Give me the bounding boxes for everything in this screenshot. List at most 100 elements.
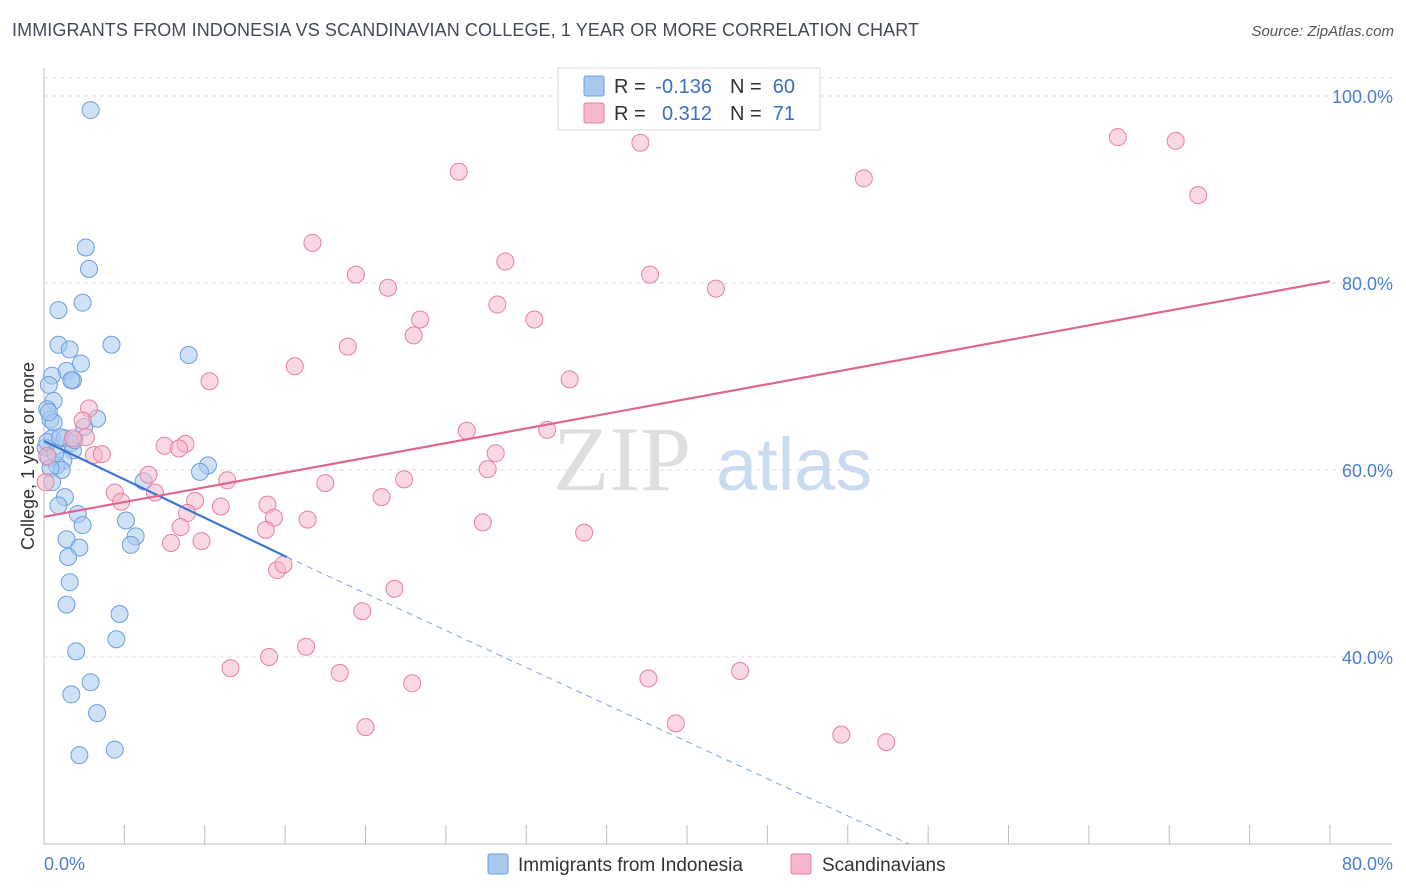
scandinavians-point	[297, 637, 316, 656]
legend-n-label-indonesia: N =	[730, 76, 762, 98]
y-axis-tick-labels: 40.0% 60.0% 80.0% 100.0%	[1332, 87, 1393, 668]
indonesia-point	[67, 642, 86, 661]
legend-n-value-indonesia: 60	[773, 76, 795, 98]
y-tick-label: 80.0%	[1342, 274, 1393, 294]
series-legend: Immigrants from Indonesia Scandinavians	[487, 853, 946, 876]
legend-swatch-scandinavians	[583, 102, 605, 124]
stats-legend: R = -0.136 N = 60 R = 0.312 N = 71	[557, 67, 821, 131]
indonesia-point	[110, 605, 129, 624]
scandinavians-point	[139, 465, 158, 484]
scandinavians-point	[221, 659, 240, 678]
indonesia-point	[102, 335, 121, 354]
indonesia-point	[81, 101, 100, 120]
scandinavians-point	[641, 265, 660, 284]
scandinavians-point	[385, 579, 404, 598]
scandinavians-point	[211, 497, 230, 516]
scandinavians-point	[395, 470, 414, 489]
scandinavians-point	[832, 725, 851, 744]
indonesia-point	[39, 375, 58, 394]
scandinavians-point	[330, 663, 349, 682]
scandinavians-point	[631, 133, 650, 152]
indonesia-point	[60, 340, 79, 359]
indonesia-point	[179, 346, 198, 365]
y-tick-label: 100.0%	[1332, 87, 1393, 107]
scandinavians-point	[525, 310, 544, 329]
scandinavians-point	[92, 445, 111, 464]
source-credit: Source: ZipAtlas.com	[1251, 23, 1394, 40]
scandinavians-point	[192, 532, 211, 551]
legend-r-value-indonesia: -0.136	[655, 76, 712, 98]
indonesia-point	[49, 301, 68, 320]
scandinavians-point	[496, 252, 515, 271]
series-legend-label-scandinavians: Scandinavians	[822, 855, 946, 876]
scandinavians-point	[1189, 186, 1208, 205]
scandinavians-point	[379, 278, 398, 297]
indonesia-point	[39, 403, 58, 422]
indonesia-point	[60, 573, 79, 592]
indonesia-point	[73, 293, 92, 312]
scandinavians-point	[63, 429, 82, 448]
legend-n-label-scandinavians: N =	[730, 103, 762, 125]
scandinavians-point	[200, 372, 219, 391]
indonesia-point	[57, 530, 76, 549]
scandinavians-point	[38, 447, 57, 465]
scandinavians-point	[457, 421, 476, 440]
series-legend-swatch-scandinavians	[790, 853, 812, 875]
gridlines	[44, 77, 1392, 658]
watermark-zip: ZIP	[553, 408, 691, 510]
indonesia-point	[121, 535, 140, 554]
watermark-atlas: atlas	[716, 423, 872, 506]
indonesia-point	[80, 260, 99, 279]
scandinavians-point	[486, 444, 505, 463]
indonesia-point	[88, 704, 107, 723]
scandinavians-point	[353, 602, 372, 621]
indonesia-point	[105, 740, 124, 759]
legend-swatch-indonesia	[583, 75, 605, 97]
y-tick-label: 40.0%	[1342, 648, 1393, 668]
scandinavians-point	[411, 310, 430, 329]
indonesia-point	[49, 496, 68, 515]
scandinavians-point	[161, 533, 180, 552]
series-legend-swatch-indonesia	[487, 853, 509, 875]
scandinavians-point	[560, 370, 579, 389]
indonesia-point	[107, 630, 126, 649]
legend-r-label-scandinavians: R =	[614, 103, 646, 125]
scandinavians-point	[473, 513, 492, 532]
scandinavians-point	[260, 648, 279, 667]
x-tick-label-max: 80.0%	[1342, 854, 1393, 874]
scandinavians-point	[285, 357, 304, 376]
indonesia-point	[62, 685, 81, 704]
data-points	[36, 87, 1208, 765]
scandinavians-point	[403, 674, 422, 693]
indonesia-point	[71, 354, 90, 373]
scandinavians-point	[303, 233, 322, 252]
scandinavians-point	[316, 474, 335, 493]
scandinavians-point	[1108, 128, 1127, 147]
scandinavians-point	[488, 295, 507, 314]
indonesia-trend-extension	[286, 556, 910, 845]
scandinavians-point	[666, 714, 685, 733]
scandinavians-point	[218, 471, 237, 490]
x-axis-ticks	[43, 825, 1331, 844]
indonesia-trend-line	[43, 440, 288, 558]
scandinavians-point	[298, 510, 317, 529]
indonesia-point	[62, 371, 81, 390]
scandinavians-point	[639, 669, 658, 688]
scandinavians-point	[73, 411, 92, 430]
series-legend-label-indonesia: Immigrants from Indonesia	[518, 855, 743, 876]
scandinavians-point	[478, 460, 497, 479]
scandinavians-point	[1166, 131, 1185, 150]
scandinavians-point	[575, 523, 594, 542]
indonesia-point	[70, 746, 89, 765]
scandinavians-point	[256, 520, 275, 539]
trend-lines	[43, 280, 1331, 845]
indonesia-point	[59, 547, 78, 566]
indonesia-point	[73, 516, 92, 535]
chart-title: IMMIGRANTS FROM INDONESIA VS SCANDINAVIA…	[12, 20, 920, 40]
scandinavians-point	[356, 718, 375, 737]
scandinavians-point	[731, 662, 750, 681]
indonesia-point	[190, 462, 209, 481]
scandinavians-point	[706, 279, 725, 298]
indonesia-point	[57, 595, 76, 614]
legend-r-value-scandinavians: 0.312	[662, 103, 712, 125]
